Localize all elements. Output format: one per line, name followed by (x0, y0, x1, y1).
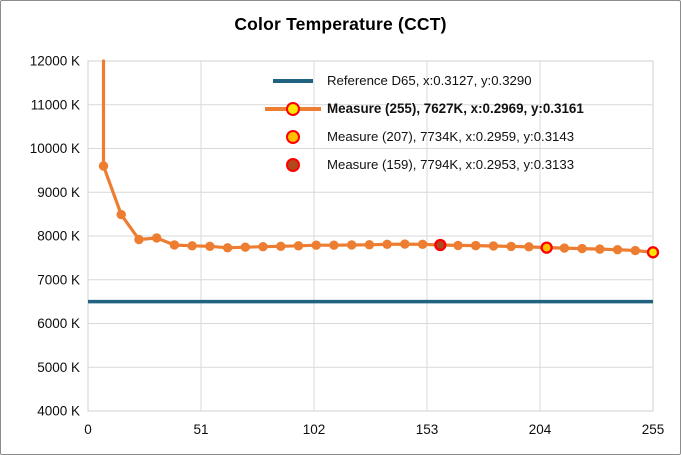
data-point-marker (293, 241, 304, 251)
legend-entry-label: Measure (255), 7627K, x:0.2969, y:0.3161 (327, 101, 584, 116)
data-point-marker (169, 240, 180, 250)
data-point-marker (116, 209, 126, 220)
legend-entry: Measure (207), 7734K, x:0.2959, y:0.3143 (263, 123, 653, 150)
legend-entry: Reference D65, x:0.3127, y:0.3290 (263, 67, 653, 94)
data-point-marker (205, 241, 215, 251)
data-point-marker (488, 241, 499, 251)
data-point-marker (187, 241, 197, 251)
data-point-marker-highlight-159 (434, 238, 447, 252)
y-axis-tick-label: 10000 K (30, 141, 80, 156)
y-axis-tick-label: 12000 K (30, 54, 80, 69)
chart-title: Color Temperature (CCT) (234, 14, 447, 34)
data-point-marker (524, 242, 534, 252)
data-point-marker (222, 243, 233, 253)
x-axis-tick-label: 255 (642, 422, 665, 437)
legend-swatch (263, 129, 323, 144)
legend: Reference D65, x:0.3127, y:0.3290 Measure… (259, 64, 653, 181)
legend-entry-label: Measure (207), 7734K, x:0.2959, y:0.3143 (327, 129, 575, 144)
data-point-marker (417, 239, 428, 250)
y-axis-tick-label: 6000 K (37, 316, 80, 331)
data-point-marker (577, 243, 587, 254)
data-point-marker (364, 240, 375, 250)
x-axis-tick-label: 153 (416, 422, 439, 437)
plot-area-border (87, 60, 654, 412)
x-axis-tick-label: 102 (303, 422, 326, 437)
data-point-marker (134, 234, 144, 245)
y-axis-tick-label: 7000 K (37, 272, 80, 287)
legend-swatch (263, 101, 323, 116)
data-point-marker-highlight-255 (646, 246, 660, 259)
data-point-marker (506, 241, 516, 252)
y-axis-tick-label: 9000 K (37, 185, 80, 200)
data-point-marker (240, 242, 251, 252)
data-point-marker (311, 240, 321, 250)
data-point-marker (595, 244, 605, 254)
data-point-marker (258, 242, 268, 252)
data-point-marker (151, 233, 162, 243)
data-point-marker (98, 161, 109, 171)
data-point-marker (382, 239, 392, 250)
legend-line-swatch-icon (273, 78, 313, 83)
y-axis-tick-label: 5000 K (37, 360, 80, 375)
legend-marker-swatch-icon (286, 157, 300, 172)
data-point-marker (612, 244, 623, 255)
legend-marker-swatch-icon (286, 129, 300, 144)
y-axis-tick-label: 11000 K (31, 97, 80, 112)
data-point-marker (559, 243, 570, 253)
data-point-marker (329, 240, 339, 250)
legend-entry-label: Measure (159), 7794K, x:0.2953, y:0.3133 (327, 157, 575, 172)
data-point-marker-highlight-207 (540, 241, 553, 254)
legend-entry: Measure (255), 7627K, x:0.2969, y:0.3161 (263, 95, 653, 122)
legend-marker-swatch-icon (286, 101, 300, 116)
data-point-marker (630, 245, 640, 256)
data-point-marker (400, 239, 410, 249)
legend-entry: Measure (159), 7794K, x:0.2953, y:0.3133 (263, 151, 653, 178)
legend-entry-label: Reference D65, x:0.3127, y:0.3290 (327, 73, 532, 88)
data-point-marker (276, 241, 286, 251)
x-axis-tick-label: 0 (84, 422, 92, 437)
x-axis-tick-label: 204 (529, 422, 552, 437)
data-point-marker (471, 240, 481, 251)
legend-swatch (263, 157, 323, 172)
x-axis-tick-label: 51 (193, 422, 208, 437)
y-axis-tick-label: 4000 K (37, 404, 80, 419)
data-point-marker (453, 240, 463, 251)
legend-swatch (263, 78, 323, 83)
y-axis-tick-label: 8000 K (37, 229, 80, 244)
data-point-marker (346, 240, 357, 250)
